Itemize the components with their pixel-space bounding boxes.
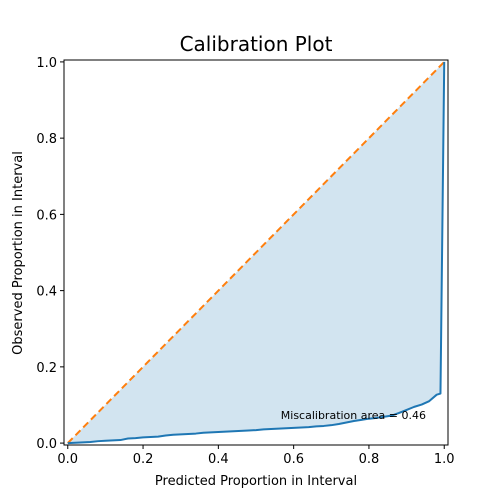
x-tick-label: 0.2 <box>133 452 154 467</box>
y-tick-label: 0.2 <box>36 361 57 376</box>
x-axis-label: Predicted Proportion in Interval <box>155 474 357 489</box>
x-tick-label: 1.0 <box>434 452 455 467</box>
axes-frame <box>63 59 449 446</box>
y-tick-label: 0.0 <box>36 437 57 452</box>
y-tick-label: 1.0 <box>36 56 57 71</box>
y-tick-label: 0.6 <box>36 208 57 223</box>
x-tick-label: 0.4 <box>208 452 229 467</box>
x-tick-label: 0.8 <box>359 452 380 467</box>
chart-title: Calibration Plot <box>180 32 333 56</box>
x-tick-label: 0.0 <box>57 452 78 467</box>
y-axis-label: Observed Proportion in Interval <box>11 151 26 355</box>
x-tick-label: 0.6 <box>283 452 304 467</box>
y-tick-label: 0.8 <box>36 132 57 147</box>
y-tick-label: 0.4 <box>36 285 57 300</box>
miscalibration-annotation: Miscalibration area = 0.46 <box>281 409 426 422</box>
ideal-calibration-line <box>67 61 445 444</box>
plot-area: 0.0 0.2 0.4 0.6 0.8 1.0 0.0 0.2 0.4 0.6 0.8 1.0 <box>36 56 454 467</box>
observed-calibration-line <box>67 61 446 445</box>
